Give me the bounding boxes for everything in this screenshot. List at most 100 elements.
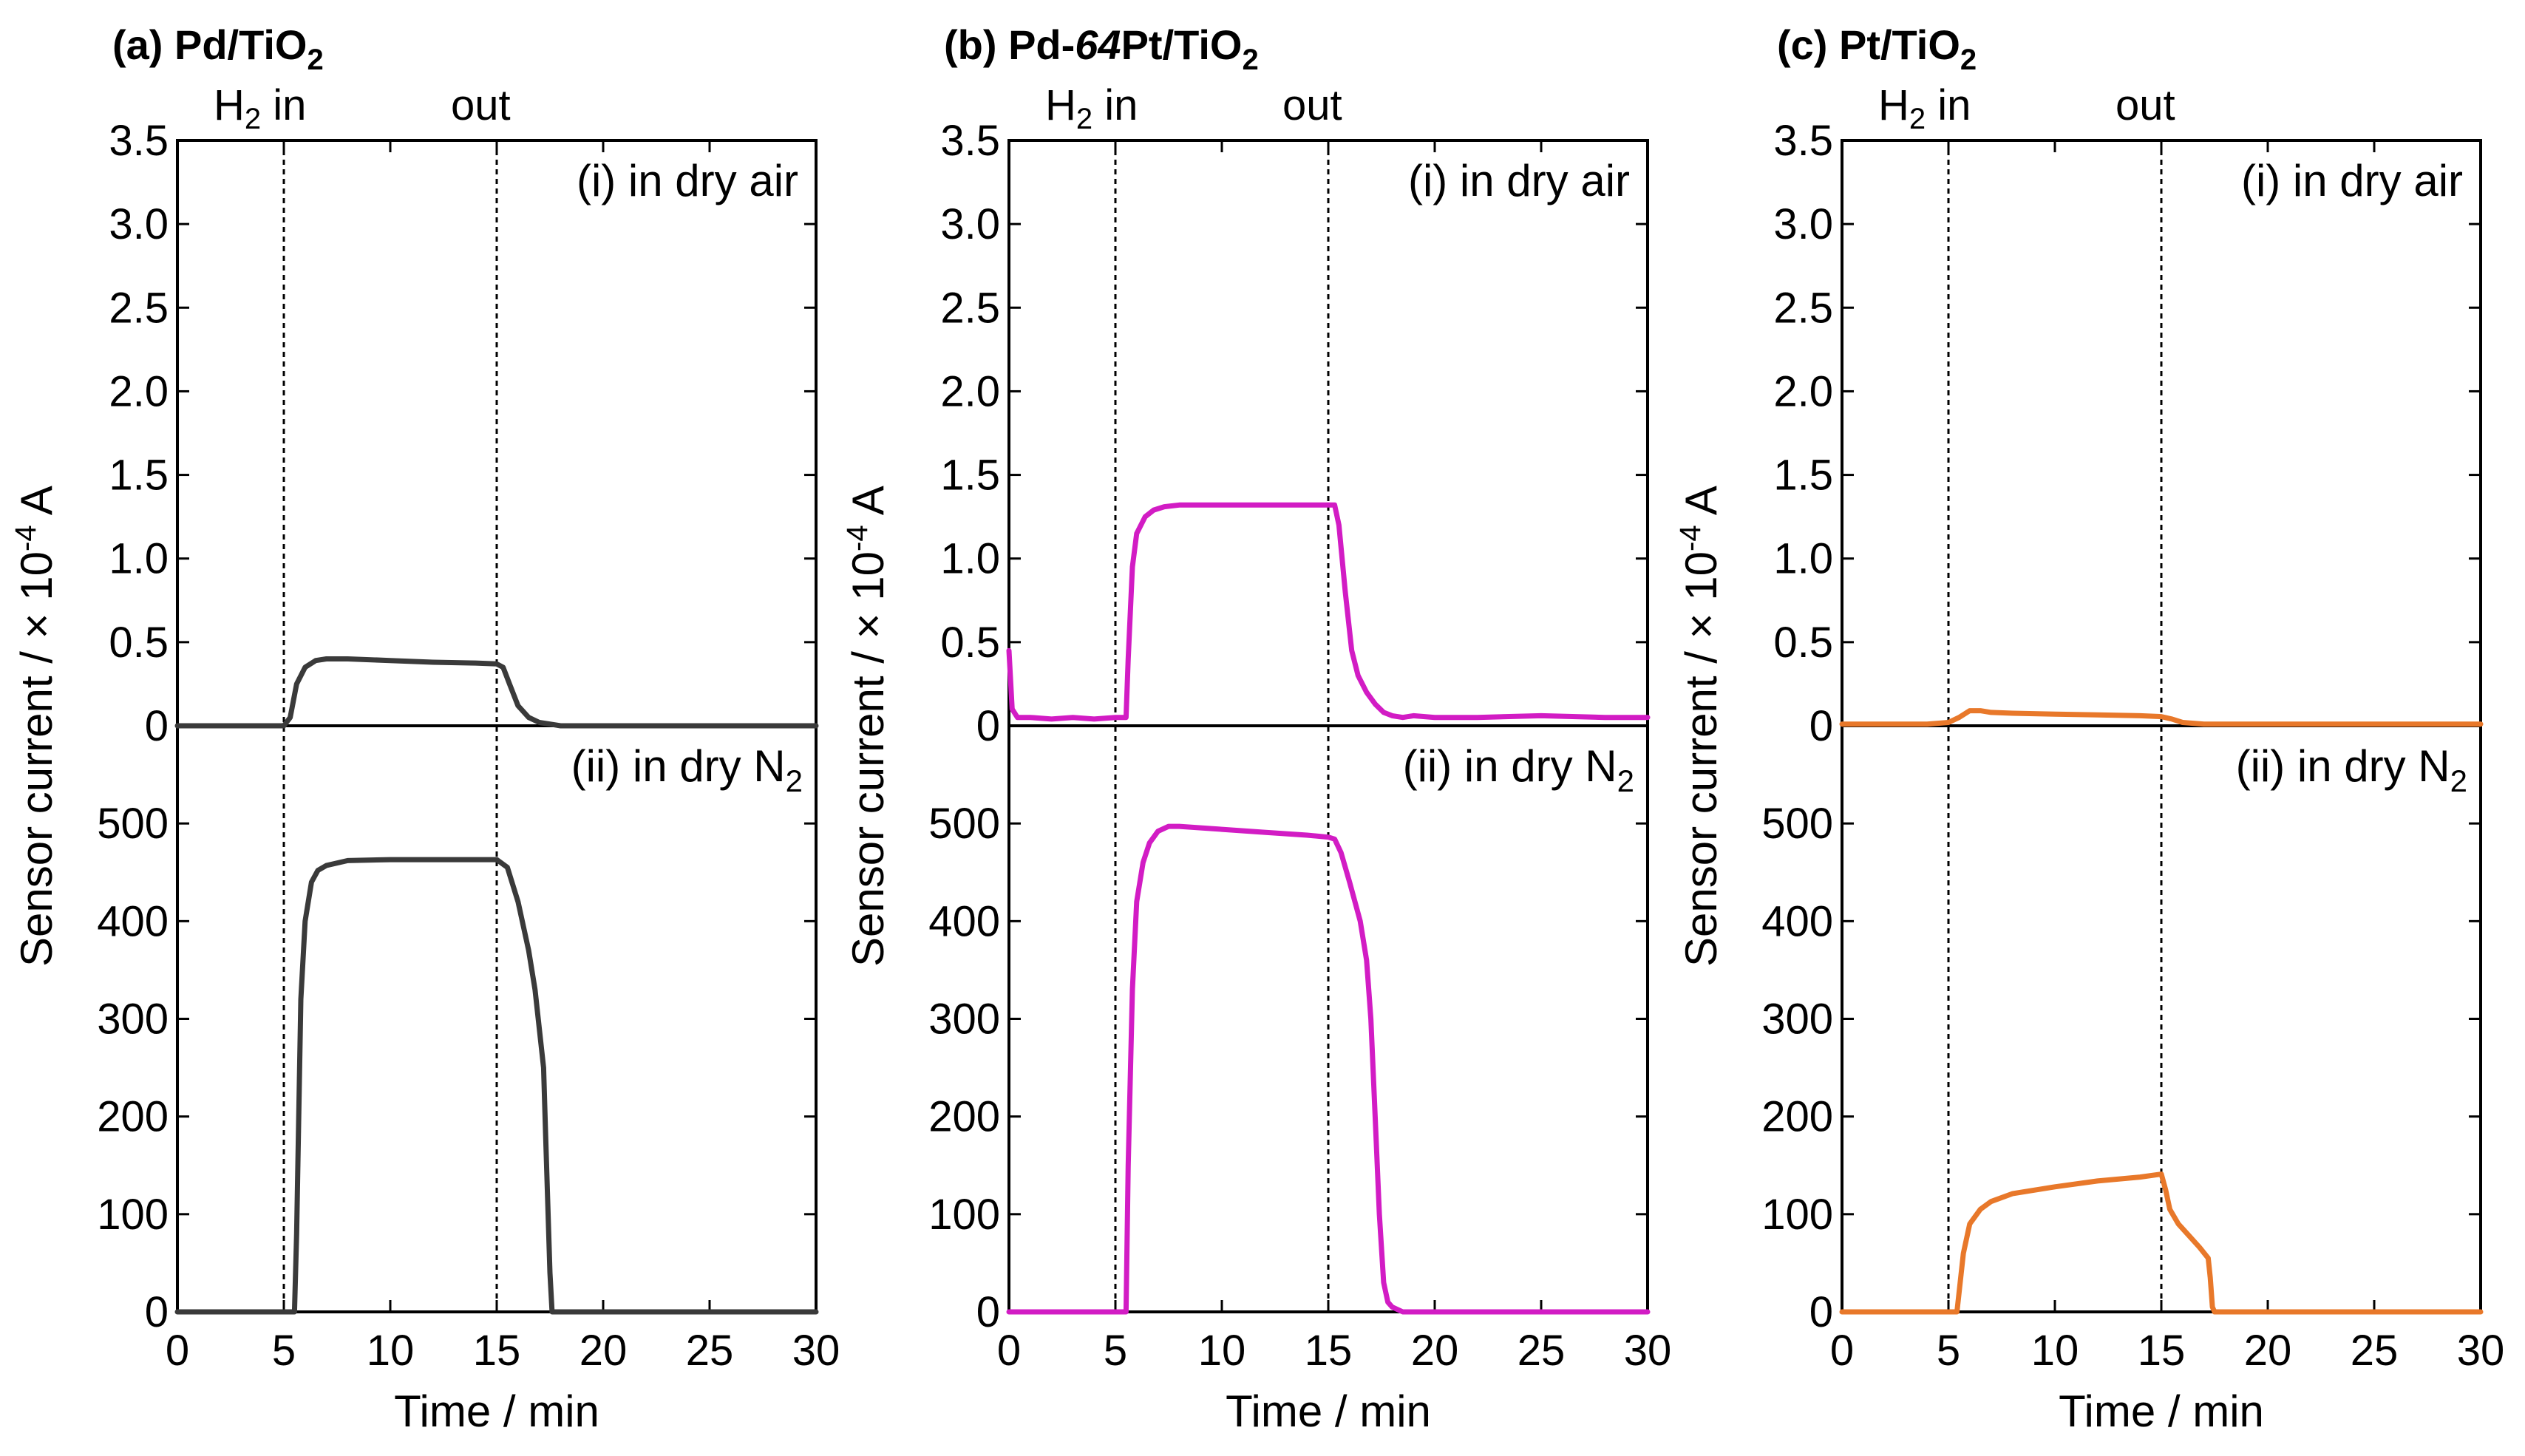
xtick-label: 25: [1518, 1327, 1566, 1375]
bottom-ytick-label: 100: [928, 1191, 1000, 1239]
bottom-ytick-label: 200: [1761, 1093, 1833, 1141]
h2-in-text: H: [214, 81, 245, 129]
panel-title-text: (a) Pd/TiO: [112, 21, 307, 68]
top-ytick-label: 2.5: [109, 284, 169, 332]
top-ytick-label: 2.5: [940, 284, 1000, 332]
top-ytick-label: 0: [1809, 702, 1833, 750]
y-axis-label-unit: A: [1676, 486, 1726, 525]
top-series-line: [1006, 502, 1651, 722]
xtick-label: 5: [1937, 1327, 1960, 1375]
top-ytick-label: 1.0: [109, 535, 169, 583]
bottom-condition-text: (ii) in dry N: [1403, 741, 1617, 791]
bottom-condition-subscript: 2: [1617, 763, 1634, 798]
top-condition-label: (i) in dry air: [577, 156, 798, 205]
panel-title: (c) Pt/TiO2: [1777, 21, 1977, 76]
top-ytick-label: 2.5: [1773, 284, 1833, 332]
panel-title-subscript: 2: [1242, 44, 1258, 76]
top-condition-label: (i) in dry air: [1408, 156, 1630, 205]
y-axis-label-exponent: -4: [841, 525, 874, 551]
bottom-condition-label: (ii) in dry N2: [2236, 741, 2467, 798]
panel-title-subscript: 2: [1960, 44, 1977, 76]
bottom-ytick-label: 0: [1809, 1288, 1833, 1336]
bottom-condition-subscript: 2: [786, 763, 803, 798]
top-ytick-label: 0: [145, 702, 169, 750]
y-axis-label-main: Sensor current / × 10: [1676, 551, 1726, 967]
y-axis-label-main: Sensor current / × 10: [12, 551, 61, 967]
bottom-ytick-label: 200: [97, 1093, 169, 1141]
bottom-series-line: [1839, 1171, 2484, 1315]
top-ytick-label: 2.0: [109, 367, 169, 415]
bottom-ytick-label: 0: [145, 1288, 169, 1336]
xtick-label: 10: [2031, 1327, 2079, 1375]
top-ytick-label: 3.5: [940, 117, 1000, 165]
h2-out-marker: out: [2116, 81, 2175, 129]
y-axis-label: Sensor current / × 10-4 A: [841, 486, 893, 967]
h2-in-marker: H2 in: [214, 81, 306, 135]
xtick-label: 10: [1198, 1327, 1246, 1375]
top-ytick-label: 2.0: [940, 367, 1000, 415]
bottom-ytick-label: 400: [97, 897, 169, 945]
top-ytick-label: 3.0: [109, 200, 169, 248]
top-ytick-label: 0.5: [940, 619, 1000, 667]
xtick-label: 25: [2351, 1327, 2399, 1375]
bottom-ytick-label: 100: [1761, 1191, 1833, 1239]
bottom-ytick-label: 500: [1761, 800, 1833, 848]
panel-title-subscript: 2: [307, 44, 323, 76]
bottom-ytick-label: 500: [928, 800, 1000, 848]
bottom-series-line: [1006, 823, 1651, 1315]
bottom-ytick-label: 100: [97, 1191, 169, 1239]
bottom-condition-label: (ii) in dry N2: [1403, 741, 1634, 798]
xtick-label: 0: [997, 1327, 1021, 1375]
panel-title-text: (b) Pd-: [944, 21, 1075, 68]
xtick-label: 30: [2457, 1327, 2505, 1375]
xtick-label: 15: [1305, 1327, 1353, 1375]
h2-in-suffix: in: [261, 81, 306, 129]
top-ytick-label: 1.0: [940, 535, 1000, 583]
x-axis-label: Time / min: [2059, 1387, 2264, 1436]
panel-title: (b) Pd-64Pt/TiO2: [944, 21, 1259, 76]
top-ytick-label: 0.5: [109, 619, 169, 667]
top-ytick-label: 1.0: [1773, 535, 1833, 583]
y-axis-label-unit: A: [843, 486, 893, 525]
xtick-label: 15: [2138, 1327, 2186, 1375]
panel-title-text-2: Pt/TiO: [1121, 21, 1243, 68]
xtick-label: 20: [1411, 1327, 1459, 1375]
h2-in-subscript: 2: [1909, 103, 1926, 135]
top-condition-label: (i) in dry air: [2241, 156, 2463, 205]
h2-in-marker: H2 in: [1045, 81, 1138, 135]
top-series-line: [1839, 708, 2484, 727]
y-axis-label-main: Sensor current / × 10: [843, 551, 893, 967]
xtick-label: 5: [272, 1327, 296, 1375]
bottom-ytick-label: 0: [976, 1288, 1000, 1336]
bottom-condition-label: (ii) in dry N2: [571, 741, 803, 798]
h2-in-suffix: in: [1092, 81, 1138, 129]
bottom-condition-text: (ii) in dry N: [571, 741, 786, 791]
h2-out-marker: out: [451, 81, 511, 129]
x-axis-label: Time / min: [1226, 1387, 1431, 1436]
top-ytick-label: 3.5: [1773, 117, 1833, 165]
xtick-label: 5: [1104, 1327, 1127, 1375]
xtick-label: 10: [367, 1327, 415, 1375]
xtick-label: 0: [166, 1327, 189, 1375]
xtick-label: 30: [1624, 1327, 1672, 1375]
top-ytick-label: 0.5: [1773, 619, 1833, 667]
xtick-label: 20: [2244, 1327, 2292, 1375]
top-series-line: [174, 656, 819, 729]
h2-in-suffix: in: [1926, 81, 1971, 129]
y-axis-label: Sensor current / × 10-4 A: [1674, 486, 1726, 967]
bottom-ytick-label: 400: [928, 897, 1000, 945]
h2-in-subscript: 2: [245, 103, 261, 135]
xtick-label: 20: [580, 1327, 628, 1375]
bottom-ytick-label: 300: [928, 996, 1000, 1044]
top-ytick-label: 2.0: [1773, 367, 1833, 415]
y-axis-label-unit: A: [12, 486, 61, 525]
x-axis-label: Time / min: [394, 1387, 599, 1436]
bottom-ytick-label: 300: [1761, 996, 1833, 1044]
h2-in-text: H: [1878, 81, 1909, 129]
bottom-condition-subscript: 2: [2450, 763, 2467, 798]
